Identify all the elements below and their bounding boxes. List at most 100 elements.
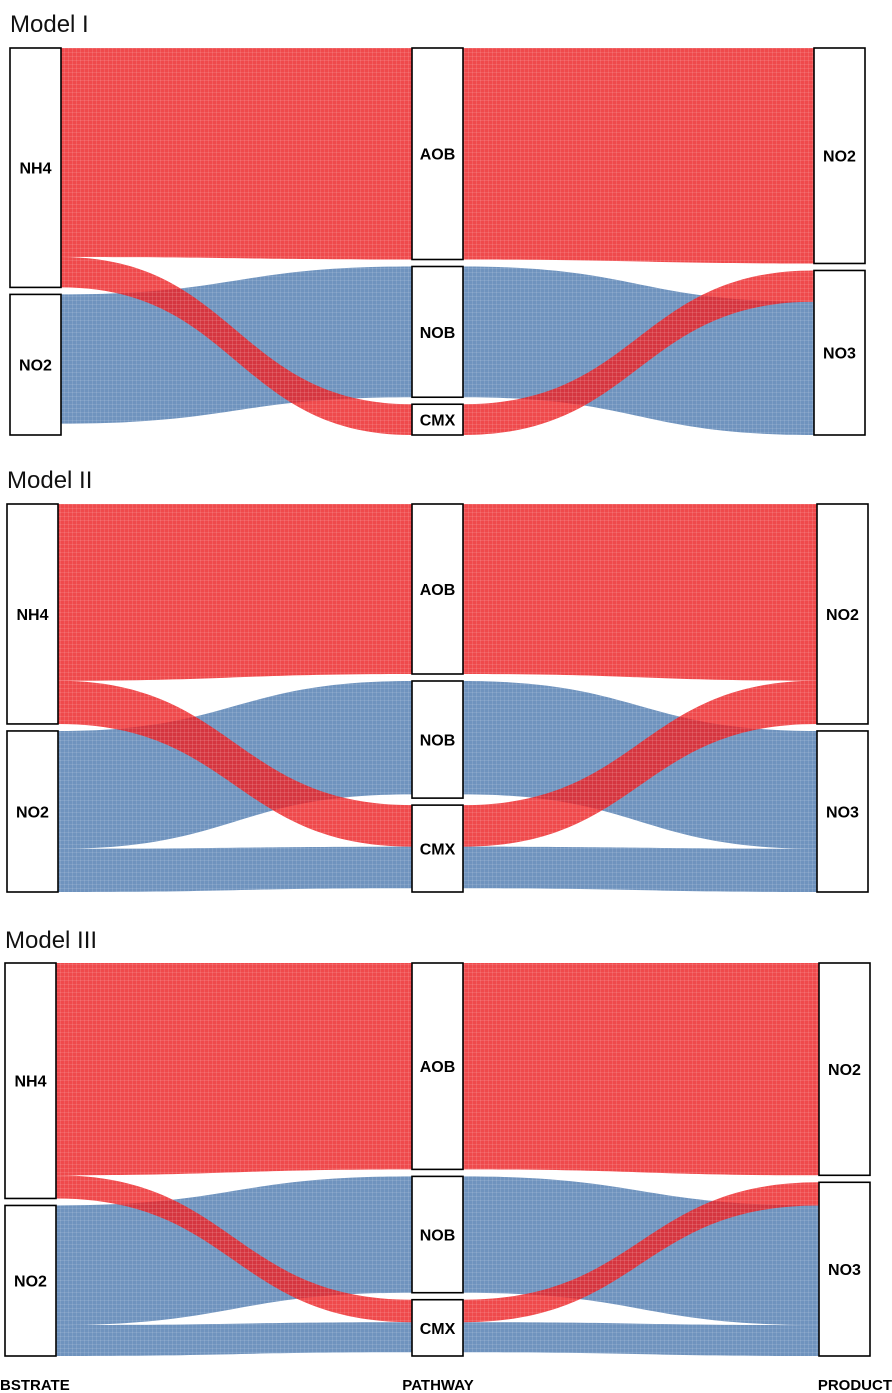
product-node-box [816,503,869,725]
nodes: NH4 NO2 AOB NOB CMX NO2 NO3 [6,503,869,893]
pathway-node-label: AOB [420,1059,456,1076]
pathway-node-box [411,403,464,436]
substrate-node: NO2 [6,730,59,893]
substrate-node-box [6,503,59,725]
product-node: NO2 [818,962,871,1177]
flow-band-texture [463,846,817,892]
substrate-node-label: NO2 [14,1274,47,1291]
pathway-node-label: CMX [420,413,456,430]
model-title: Model III [5,927,97,954]
product-node: NO3 [813,269,866,436]
pathway-node: NOB [411,1175,464,1294]
flow [56,1322,819,1356]
product-node-box [818,962,871,1177]
substrate-node: NH4 [4,962,57,1200]
substrate-node-box [6,730,59,893]
product-node-label: NO2 [826,607,859,624]
substrate-node-box [4,962,57,1200]
substrate-node: NH4 [9,47,62,289]
pathway-node: NOB [411,680,464,799]
product-node: NO3 [816,730,869,893]
flow [56,963,819,1176]
pathway-node-box [411,503,464,675]
flow-band-texture [463,1322,819,1356]
flow-band-texture [56,1175,412,1323]
pathway-node-box [411,804,464,893]
flow-band-texture [463,1182,819,1323]
product-node: NO2 [813,47,866,265]
flow-band-texture [56,1322,412,1356]
pathway-node-label: CMX [420,1321,456,1338]
product-node-box [816,730,869,893]
axis-labels: BSTRATE PATHWAY PRODUCT [0,1377,892,1393]
pathway-node: CMX [411,1298,464,1357]
product-node-label: NO3 [828,1262,861,1279]
product-node-box [813,269,866,436]
pathway-node-label: NOB [420,1228,456,1245]
pathway-node: CMX [411,804,464,893]
nodes: NH4 NO2 AOB NOB CMX NO2 NO3 [4,962,871,1357]
substrate-node-box [9,293,62,436]
flow-band-texture [463,963,819,1176]
model-title: Model I [10,11,89,38]
model-panel: Model I NH4 NO2 AOB NOB CMX NO2 NO3 [9,11,866,436]
flow [56,1175,819,1323]
pathway-node-label: NOB [420,325,456,342]
pathway-node-box [411,1175,464,1294]
flow-band-texture [463,680,817,847]
product-node: NO2 [816,503,869,725]
flow [58,504,817,681]
nodes: NH4 NO2 AOB NOB CMX NO2 NO3 [9,47,866,436]
substrate-node-box [9,47,62,289]
pathway-node-label: AOB [420,582,456,599]
flow-band-texture [463,504,817,681]
flow [58,680,817,847]
pathway-node-label: CMX [420,842,456,859]
substrate-node: NH4 [6,503,59,725]
flow-band-texture [58,680,412,847]
pathway-node-box [411,962,464,1171]
flow-band-texture [58,504,412,681]
substrate-node-box [4,1204,57,1357]
pathway-node-box [411,680,464,799]
flows [58,504,817,892]
product-node-box [818,1181,871,1357]
axis-label-pathway: PATHWAY [402,1377,473,1393]
axis-label-substrate: BSTRATE [0,1377,70,1393]
product-node-label: NO3 [826,804,859,821]
pathway-node-box [411,265,464,399]
pathway-node-label: NOB [420,733,456,750]
substrate-node-label: NO2 [19,358,52,375]
flows [61,48,814,435]
model-panel: Model II NH4 NO2 AOB NOB CMX NO2 NO3 [6,467,869,893]
product-node-label: NO3 [823,346,856,363]
flow-band-texture [58,846,412,892]
product-node: NO3 [818,1181,871,1357]
flow-band-texture [463,270,814,435]
substrate-node-label: NH4 [14,1074,46,1091]
product-node-label: NO2 [823,149,856,166]
flow-band-texture [61,48,412,260]
substrate-node: NO2 [9,293,62,436]
substrate-node: NO2 [4,1204,57,1357]
pathway-node: AOB [411,47,464,261]
flow [61,48,814,264]
model-title: Model II [7,467,92,494]
model-panel: Model III NH4 NO2 AOB NOB CMX NO2 NO3 [4,927,871,1357]
flow-band-texture [56,963,412,1176]
pathway-node-label: AOB [420,147,456,164]
flow [58,846,817,892]
pathway-node: AOB [411,503,464,675]
pathway-node: AOB [411,962,464,1171]
flow [61,257,814,435]
product-node-box [813,47,866,265]
pathway-node: NOB [411,265,464,399]
substrate-node-label: NH4 [16,607,48,624]
substrate-node-label: NO2 [16,804,49,821]
flows [56,963,819,1356]
axis-label-product: PRODUCT [818,1377,892,1393]
pathway-node: CMX [411,403,464,436]
flow-band-texture [61,257,412,435]
